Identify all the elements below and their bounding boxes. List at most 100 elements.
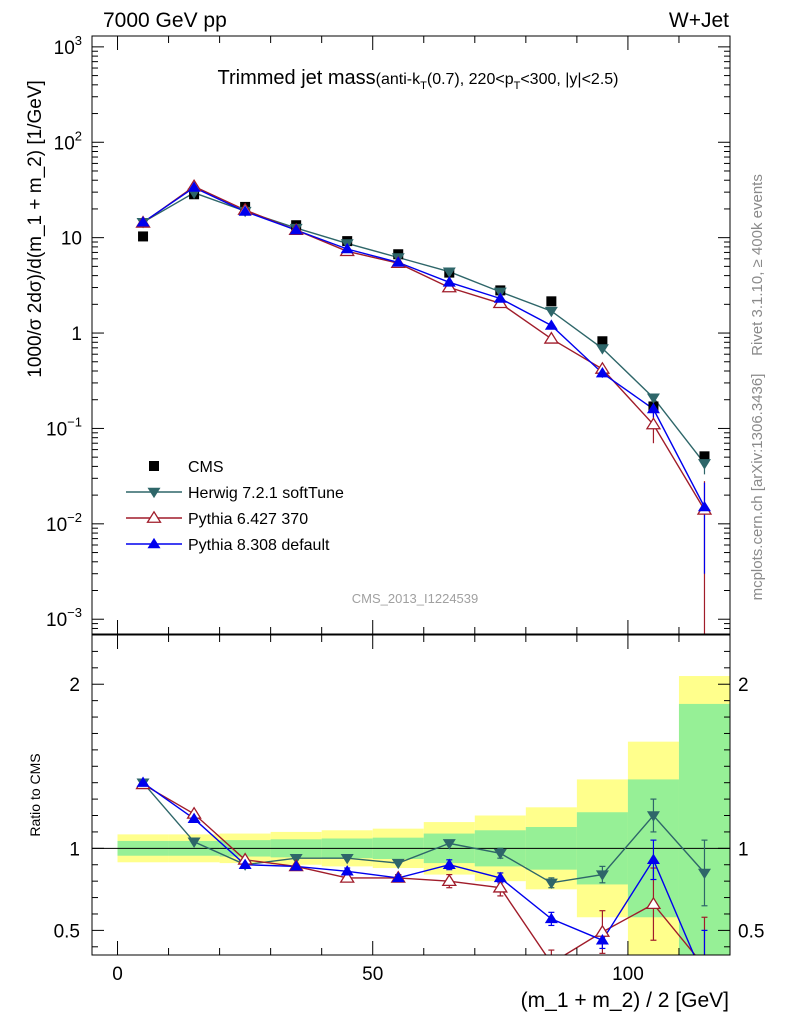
ratio-series-2-point-2	[238, 858, 252, 869]
main-y-tick-label-base-6: 10	[46, 610, 67, 631]
ratio-series-2-point-6	[442, 858, 456, 869]
main-series-2-point-4	[340, 242, 354, 254]
ratio-frame	[91, 634, 731, 956]
main-series-2-point-10	[646, 402, 660, 414]
main-y-tick-label-0: 103	[54, 33, 82, 59]
main-line-series-1	[142, 185, 706, 511]
main-series-2-point-0	[136, 216, 150, 227]
main-y-tick-label-4: 10−1	[46, 414, 82, 440]
main-y-tick-label-2: 10	[61, 229, 82, 250]
main-series-1-point-10	[645, 417, 662, 430]
main-y-tick-label-exp-6: −3	[67, 605, 82, 620]
main-line-series-0	[142, 192, 706, 464]
ratio-series-0-point-5	[391, 858, 405, 870]
ratio-band-stat-11	[678, 703, 730, 955]
main-series-2-point-3	[289, 223, 303, 235]
mcplots-label: mcplots.cern.ch [arXiv:1306.3436]	[749, 374, 766, 601]
main-series-0-point-9	[595, 344, 609, 355]
main-data-point-11	[699, 451, 710, 462]
main-y-tick-label-base-2: 10	[61, 229, 82, 250]
ratio-series-0-point-8	[544, 878, 558, 889]
legend-label-0: CMS	[188, 459, 224, 476]
y-axis-label-main: 1000/σ 2dσ)/d(m_1 + m_2) [1/GeV]	[25, 80, 46, 378]
ratio-line-series-2	[142, 782, 695, 955]
ratio-series-1-point-7	[492, 880, 508, 893]
main-series-1-point-8	[543, 331, 560, 344]
ratio-series-1-point-4	[339, 870, 355, 883]
ratio-line-series-0	[142, 782, 706, 884]
main-data-point-8	[546, 296, 557, 307]
main-series-2-point-7	[493, 292, 507, 303]
main-y-tick-label-1: 102	[54, 128, 82, 154]
main-series-2-point-1	[187, 181, 201, 192]
ratio-series-2-point-3	[289, 860, 303, 871]
chart-title-main: Trimmed jet mass	[218, 67, 376, 89]
chart-title: Trimmed jet mass(anti-kT(0.7), 220<pT<30…	[218, 67, 619, 92]
header-left: 7000 GeV pp	[103, 9, 227, 32]
chart-title-detail-4: <300, |y|<2.5)	[520, 71, 618, 88]
ratio-series-2-point-9	[595, 934, 609, 945]
main-series-0-point-11	[697, 459, 711, 470]
ratio-series-0-point-7	[493, 849, 507, 860]
main-series-2-point-8	[544, 319, 558, 330]
ratio-series-2-point-8	[544, 912, 558, 924]
main-panel: Trimmed jet mass(anti-kT(0.7), 220<pT<30…	[25, 33, 731, 635]
main-series-0-point-6	[442, 267, 456, 278]
ratio-y-tick-label-right-2: 2	[738, 675, 749, 696]
ratio-series-2-point-7	[493, 871, 507, 883]
ratio-series-0-point-10	[646, 811, 660, 822]
main-y-tick-label-exp-4: −1	[67, 414, 82, 429]
main-series-0-point-8	[544, 306, 558, 318]
ratio-series-2-point-4	[340, 865, 354, 876]
legend-marker-3	[147, 537, 161, 549]
chart-title-detail-2: (0.7), 220<p	[427, 71, 514, 88]
ratio-series-2-point-1	[187, 812, 201, 824]
chart-title-detail-3: T	[514, 80, 521, 92]
ratio-panel: 0.5 0.5 1 1 2 2 Ratio to CMS	[27, 634, 764, 956]
watermark: CMS_2013_I1224539	[352, 591, 479, 606]
main-y-tick-label-3: 1	[71, 324, 82, 345]
ratio-series-0-point-4	[340, 853, 354, 865]
main-series-2-point-2	[238, 205, 252, 216]
chart-title-detail-1: T	[420, 80, 427, 92]
ratio-y-tick-label-right-1: 1	[738, 839, 749, 860]
legend: CMS Herwig 7.2.1 softTune Pythia 6.427 370…	[126, 459, 344, 554]
ratio-series-2-point-10	[646, 853, 660, 865]
x-tick-label-2: 100	[612, 964, 644, 985]
main-series-2-point-9	[595, 366, 609, 378]
x-axis-label: (m_1 + m_2) / 2 [GeV]	[521, 989, 729, 1012]
main-series-2-point-6	[442, 276, 456, 287]
legend-marker-0	[149, 461, 159, 471]
main-series-0-point-10	[646, 393, 660, 404]
chart-title-detail-0: (anti-k	[376, 71, 421, 88]
main-y-tick-label-6: 10−3	[46, 605, 82, 631]
main-series-2-point-11	[697, 500, 711, 512]
rivet-label: Rivet 3.1.10, ≥ 400k events	[749, 174, 766, 356]
main-y-tick-label-base-4: 10	[46, 419, 67, 440]
ratio-y-tick-label-right-0: 0.5	[738, 921, 764, 942]
ratio-series-1-point-6	[441, 873, 457, 887]
main-y-tick-label-base-0: 10	[54, 38, 75, 59]
main-y-tick-label-exp-0: 3	[75, 33, 82, 48]
ratio-series-2-point-5	[391, 871, 405, 883]
main-y-tick-label-5: 10−2	[46, 510, 82, 536]
main-y-tick-label-base-3: 1	[71, 324, 82, 345]
main-y-tick-label-exp-1: 2	[75, 128, 82, 143]
legend-marker-1	[147, 487, 161, 499]
x-tick-label-1: 50	[362, 964, 383, 985]
main-data-point-9	[597, 336, 608, 347]
legend-label-3: Pythia 8.308 default	[188, 537, 330, 554]
ratio-y-tick-label-left-2: 2	[69, 675, 80, 696]
ratio-series-0-point-9	[595, 870, 609, 881]
main-y-tick-label-exp-5: −2	[67, 510, 82, 525]
main-data-point-0	[138, 231, 149, 242]
legend-label-1: Herwig 7.2.1 softTune	[188, 485, 344, 502]
main-frame	[91, 35, 731, 635]
legend-label-2: Pythia 6.427 370	[188, 511, 308, 528]
main-series-2-point-5	[391, 256, 405, 267]
ratio-series-0-point-6	[442, 839, 456, 850]
ratio-series-0-point-1	[187, 837, 201, 848]
ratio-series-1-point-10	[645, 896, 662, 910]
x-tick-label-0: 0	[112, 964, 123, 985]
